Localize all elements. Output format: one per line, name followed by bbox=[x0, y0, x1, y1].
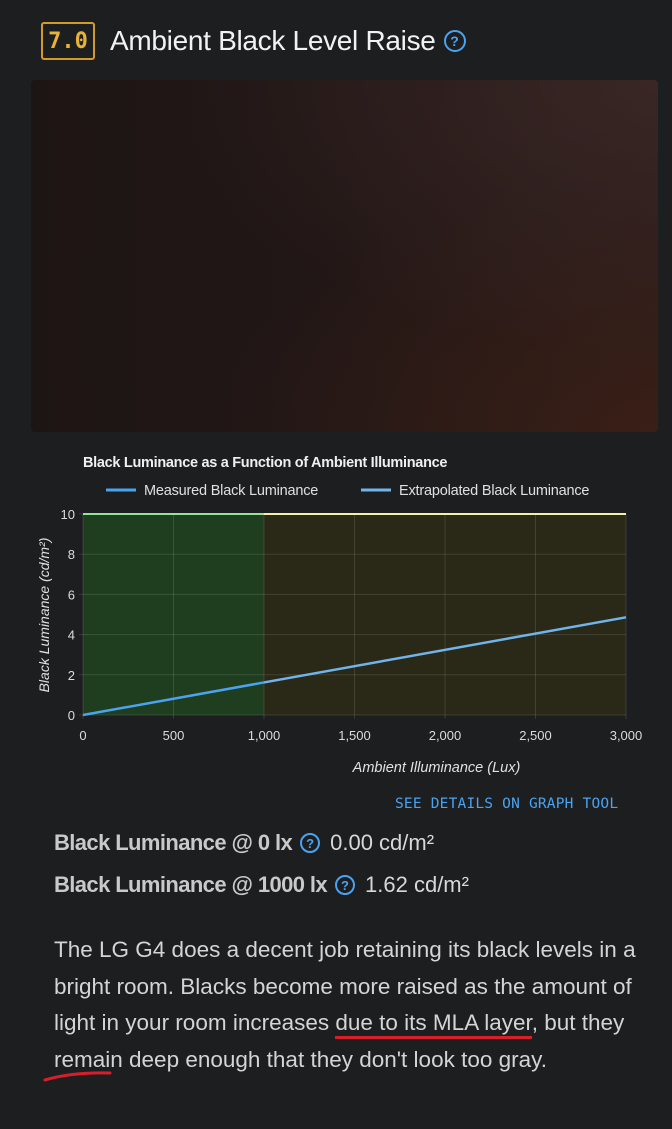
stat-label: Black Luminance @ 0 lx bbox=[54, 830, 293, 855]
stat-black-luminance-0lx: Black Luminance @ 0 lx ? 0.00 cd/m² bbox=[54, 828, 434, 858]
score-badge: 7.0 bbox=[41, 22, 95, 60]
legend-label: Extrapolated Black Luminance bbox=[399, 483, 589, 499]
x-tick-label: 2,000 bbox=[429, 728, 462, 743]
x-tick-label: 1,000 bbox=[248, 728, 281, 743]
review-description: The LG G4 does a decent job retaining it… bbox=[54, 932, 644, 1078]
y-tick-label: 6 bbox=[68, 587, 75, 602]
see-details-link[interactable]: SEE DETAILS ON GRAPH TOOL bbox=[395, 796, 619, 812]
stat-black-luminance-1000lx: Black Luminance @ 1000 lx ? 1.62 cd/m² bbox=[54, 870, 469, 900]
chart-region-1 bbox=[264, 514, 626, 715]
chart-region-0 bbox=[83, 514, 264, 715]
help-icon[interactable]: ? bbox=[335, 875, 356, 895]
y-tick-label: 8 bbox=[68, 547, 75, 562]
x-tick-label: 500 bbox=[163, 728, 185, 743]
x-tick-label: 2,500 bbox=[519, 728, 552, 743]
x-tick-label: 1,500 bbox=[338, 728, 371, 743]
section-header: 7.0 Ambient Black Level Raise ? bbox=[41, 20, 466, 62]
x-tick-label: 3,000 bbox=[610, 728, 643, 743]
y-tick-label: 0 bbox=[68, 708, 75, 723]
series-line-1 bbox=[263, 616, 627, 684]
stat-value: 0.00 cd/m² bbox=[330, 830, 435, 855]
description-text: The LG G4 does a decent job retaining it… bbox=[54, 937, 636, 1035]
series-line-0 bbox=[82, 681, 265, 717]
x-tick-label: 0 bbox=[79, 728, 86, 743]
red-underline-annotation bbox=[43, 1071, 112, 1082]
legend-label: Measured Black Luminance bbox=[144, 483, 318, 499]
description-highlight: due to its MLA layer bbox=[335, 1010, 532, 1039]
y-axis-label: Black Luminance (cd/m²) bbox=[36, 538, 52, 693]
x-axis-label: Ambient Illuminance (Lux) bbox=[352, 760, 521, 776]
test-photo bbox=[31, 80, 658, 432]
y-tick-label: 10 bbox=[61, 507, 75, 522]
help-icon[interactable]: ? bbox=[443, 30, 466, 52]
y-tick-label: 4 bbox=[68, 628, 75, 643]
y-tick-label: 2 bbox=[68, 668, 75, 683]
help-icon[interactable]: ? bbox=[300, 833, 321, 853]
section-title: Ambient Black Level Raise bbox=[110, 25, 436, 56]
stat-value: 1.62 cd/m² bbox=[365, 872, 469, 897]
description-text-end: , but they remain deep enough that they … bbox=[54, 1010, 625, 1072]
chart-title: Black Luminance as a Function of Ambient… bbox=[83, 455, 447, 471]
stat-label: Black Luminance @ 1000 lx bbox=[54, 872, 328, 897]
chart-svg: 0 500 1,000 1,500 2,000 2,500 3,000 0 2 4 6 8 10 Blac… bbox=[36, 455, 643, 776]
black-luminance-chart: 0 500 1,000 1,500 2,000 2,500 3,000 0 2 4 6 8 10 Blac… bbox=[0, 440, 672, 790]
